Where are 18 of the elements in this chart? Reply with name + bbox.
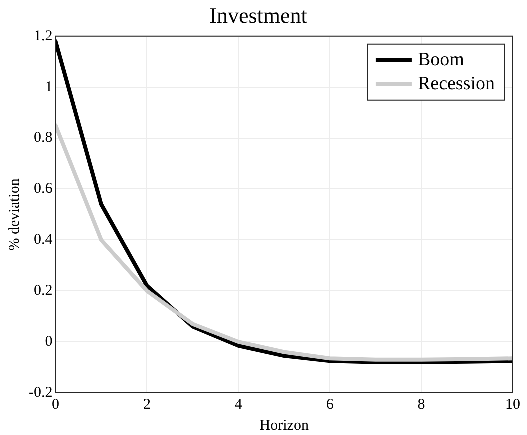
x-tick-label: 10 [506,396,520,413]
y-tick-label: 0 [45,334,53,350]
y-tick-label: 0.8 [34,130,53,146]
y-axis-title: % deviation [6,178,23,251]
y-tick-label: 0.2 [34,283,53,300]
chart-title: Investment [210,2,308,28]
x-tick-label: 2 [143,396,151,413]
legend-label: Recession [418,73,496,94]
y-tick-label: 1 [45,79,53,96]
y-tick-label: 0.4 [34,232,54,248]
legend-label: Boom [418,49,465,70]
x-tick-label: 8 [418,396,426,413]
y-tick-label: 1.2 [34,28,53,44]
x-tick-label: 6 [326,396,334,413]
x-axis-title: Horizon [260,418,310,434]
x-tick-label: 4 [234,396,243,413]
y-tick-label: 0.6 [34,181,54,198]
y-tick-label: -0.2 [28,384,53,401]
